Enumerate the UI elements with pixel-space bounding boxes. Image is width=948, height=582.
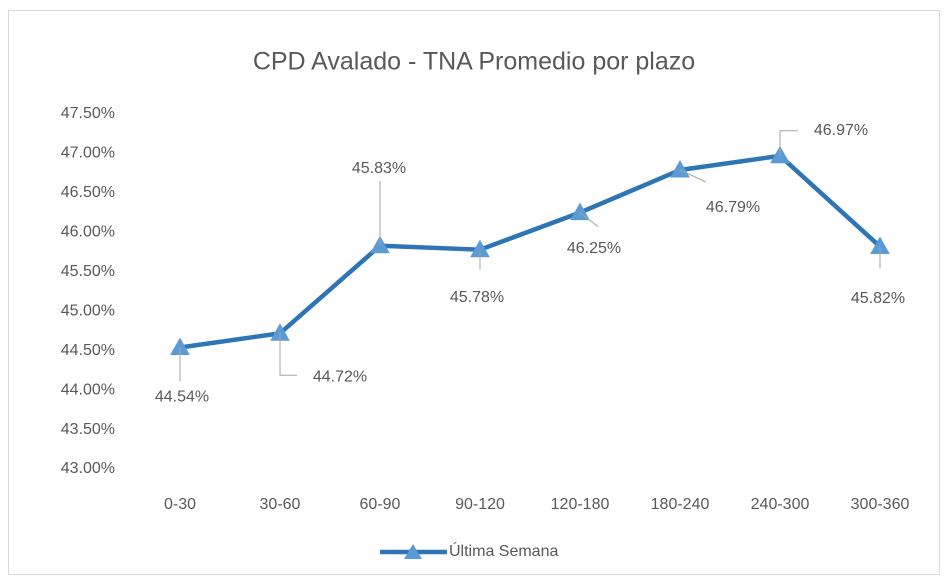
y-tick-label: 43.50% [61,421,115,438]
data-label: 46.79% [706,199,760,216]
data-label: 45.78% [450,289,504,306]
y-tick-label: 46.50% [61,184,115,201]
x-tick-label: 240-300 [751,496,810,513]
legend-marker [404,544,422,559]
leader-line [579,212,599,228]
y-tick-label: 47.50% [61,105,115,122]
data-label: 45.82% [851,290,905,307]
y-tick-label: 45.50% [61,263,115,280]
y-tick-label: 46.00% [61,224,115,241]
leader-line [779,130,798,156]
x-tick-label: 300-360 [851,496,910,513]
y-tick-label: 44.00% [61,381,115,398]
data-label: 44.72% [313,369,367,386]
chart-border [8,10,940,575]
y-tick-label: 44.50% [61,342,115,359]
leader-line [679,169,707,183]
legend-label: Última Semana [449,541,558,560]
chart-title: CPD Avalado - TNA Promedio por plazo [253,48,695,76]
marker [670,159,690,178]
y-tick-label: 43.00% [61,460,115,477]
data-label: 44.54% [155,389,209,406]
x-tick-label: 90-120 [455,496,505,513]
series-line [179,153,882,350]
x-tick-label: 180-240 [651,496,710,513]
y-tick-label: 47.00% [61,145,115,162]
data-label: 46.97% [814,122,868,139]
x-tick-label: 30-60 [260,496,301,513]
data-label: 46.25% [567,240,621,257]
x-tick-label: 60-90 [360,496,401,513]
y-tick-label: 45.00% [61,302,115,319]
data-label: 45.83% [352,160,406,177]
x-tick-label: 120-180 [551,496,610,513]
leader-line [279,333,297,376]
x-tick-label: 0-30 [164,496,196,513]
